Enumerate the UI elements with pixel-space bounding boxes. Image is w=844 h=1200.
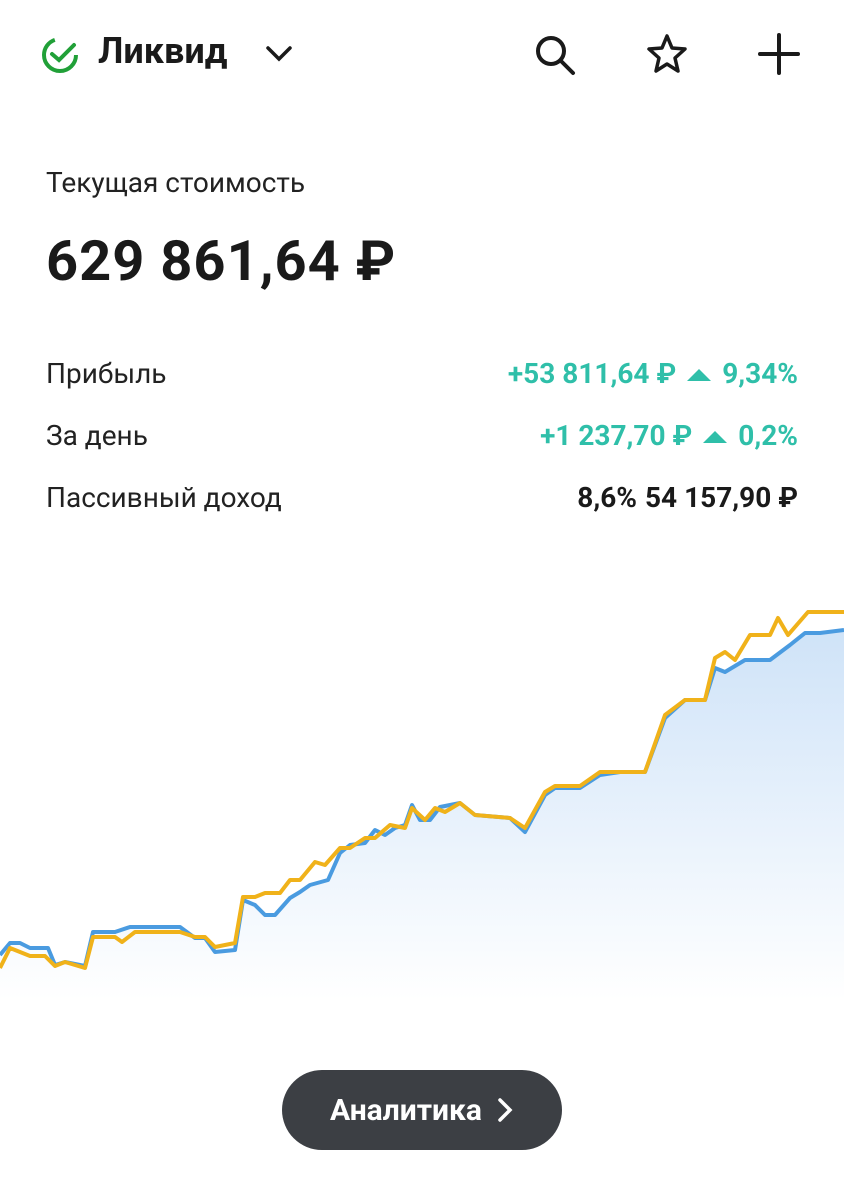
profit-value: +53 811,64 ₽ [507,357,677,390]
passive-percent: 8,6% [577,481,637,514]
up-arrow [703,430,728,443]
logo [42,37,78,73]
summary-value: 629 861,64 ₽ [46,228,397,294]
row-value: +1 237,70 ₽ 0,2% [540,419,798,452]
star-icon[interactable] [645,32,689,76]
chart-line-blue [0,628,844,968]
row-value: 8,6% 54 157,90 ₽ [577,481,798,514]
dropdown-chevron[interactable] [264,44,294,64]
row-value: +53 811,64 ₽ 9,34% [508,357,798,390]
up-arrow [687,368,712,381]
passive-value: 54 157,90 ₽ [644,481,798,514]
button-label: Аналитика [330,1092,482,1128]
search-icon[interactable] [533,33,577,77]
chart-area [0,630,844,1000]
row-label: За день [46,419,148,452]
portfolio-title[interactable]: Ликвид [98,30,228,72]
row-label: Пассивный доход [46,481,282,514]
day-value: +1 237,70 ₽ [540,419,693,452]
summary-label: Текущая стоимость [46,166,306,199]
profit-percent: 9,34% [722,357,798,390]
analytics-button[interactable]: Аналитика [282,1070,562,1150]
row-label: Прибыль [46,357,167,390]
day-percent: 0,2% [738,419,798,452]
add-icon[interactable] [757,32,801,76]
chart-line-orange [0,610,844,970]
button-chevron [498,1098,513,1122]
